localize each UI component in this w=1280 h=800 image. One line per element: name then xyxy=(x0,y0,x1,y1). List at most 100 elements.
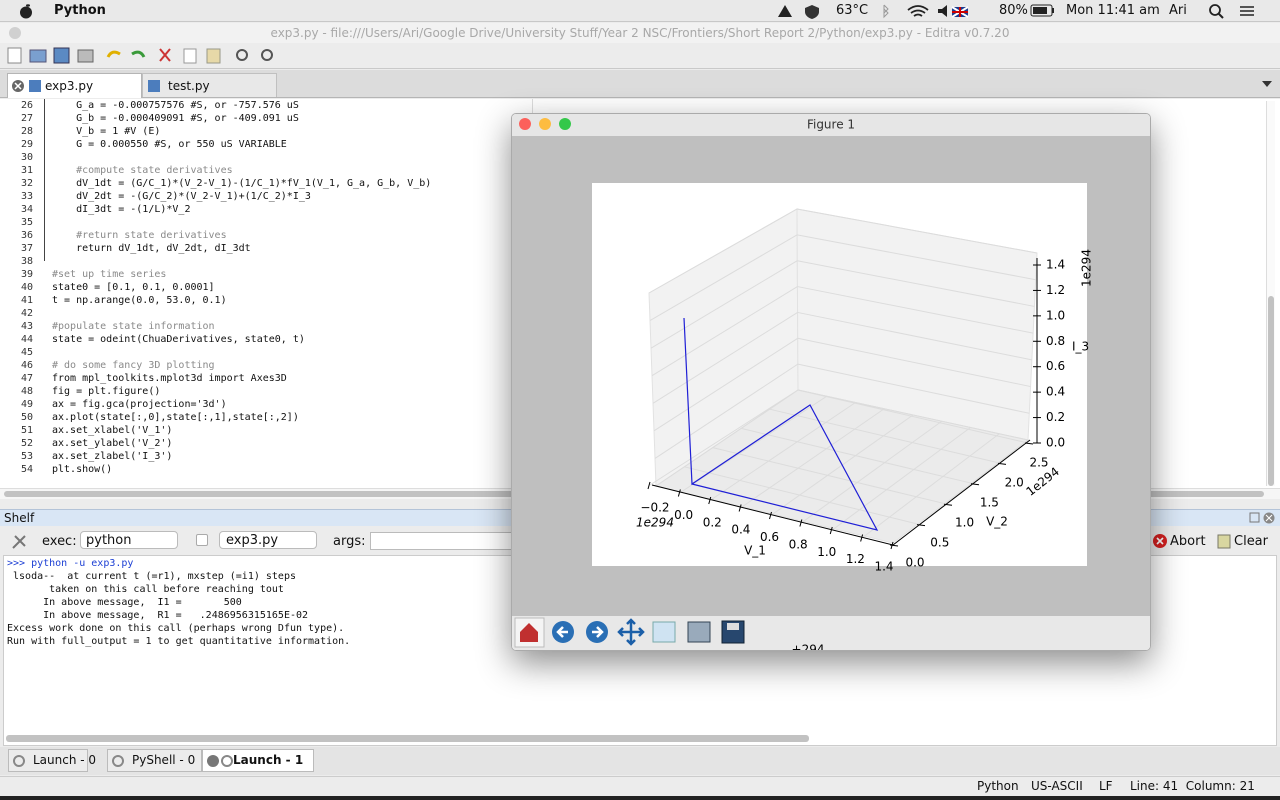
line-number: 39 xyxy=(20,269,33,280)
code-line: t = np.arange(0.0, 53.0, 0.1) xyxy=(52,295,227,306)
x-tick-label: 1.0 xyxy=(817,545,836,559)
y-axis-line xyxy=(892,439,1031,546)
grid-line xyxy=(653,337,798,432)
x-axis-label: V_1 xyxy=(744,544,766,558)
grid-line xyxy=(796,208,1038,254)
tab-icons xyxy=(12,80,41,92)
tab-active[interactable]: exp3.py xyxy=(7,73,142,98)
figure-toolbar-buttons xyxy=(514,617,745,648)
abort-icon xyxy=(1153,534,1167,548)
x-tick xyxy=(799,519,803,527)
close-button[interactable] xyxy=(8,26,22,40)
z-tick-label: 0.2 xyxy=(1046,410,1065,424)
paste-button[interactable] xyxy=(206,48,221,64)
y-tick-label: 2.5 xyxy=(1029,456,1048,470)
y-tick-label: 1.5 xyxy=(980,496,999,510)
shelf-tab-label: PyShell - 0 xyxy=(132,753,196,767)
code-line: return dV_1dt, dV_2dt, dI_3dt xyxy=(52,243,251,254)
shelf-tab[interactable]: PyShell - 0 xyxy=(107,749,202,772)
args-input[interactable] xyxy=(370,532,520,550)
grid-line xyxy=(801,420,943,523)
scrollbar-thumb[interactable] xyxy=(1268,296,1274,486)
cut-button[interactable] xyxy=(159,48,171,62)
settings-icon[interactable] xyxy=(11,532,29,550)
x-tick-label: 0.6 xyxy=(760,530,779,544)
zoom-button[interactable] xyxy=(559,118,571,130)
figure-window[interactable]: Figure 1 V_1 V_2 I_3 1e294 1e294 1e294 +… xyxy=(511,113,1151,651)
clear-icon xyxy=(1217,534,1231,549)
apple-logo[interactable] xyxy=(18,3,34,19)
temperature[interactable]: 63°C xyxy=(836,3,869,18)
z-tick-label: 1.4 xyxy=(1046,258,1065,272)
pan-button[interactable] xyxy=(617,618,645,646)
x-tick xyxy=(769,511,772,520)
line-number: 33 xyxy=(20,191,33,202)
replace-button[interactable] xyxy=(261,49,273,61)
tab-menu[interactable] xyxy=(1262,81,1272,89)
code-line: ax = fig.gca(projection='3d') xyxy=(52,399,227,410)
scrollbar-track xyxy=(1266,101,1275,486)
file-select[interactable]: exp3.py xyxy=(219,531,317,549)
window-title: exp3.py - file:///Users/Ari/Google Drive… xyxy=(270,26,1010,40)
output-line: In above message, I1 = 500 xyxy=(7,597,242,608)
code-line: dV_2dt = -(G/C_2)*(V_2-V_1)+(1/C_2)*I_3 xyxy=(52,191,311,202)
line-number: 30 xyxy=(20,152,33,163)
code-line: #compute state derivatives xyxy=(52,165,233,176)
open-button[interactable] xyxy=(29,49,47,63)
interpreter-select[interactable]: python xyxy=(80,531,178,549)
close-button[interactable] xyxy=(519,118,531,130)
shelf-controls[interactable] xyxy=(1249,512,1279,525)
z-offset: 1e294 xyxy=(1080,249,1094,287)
new-button[interactable] xyxy=(7,47,22,64)
output-line: Run with full_output = 1 to get quantita… xyxy=(7,636,351,647)
grid-line xyxy=(797,389,1029,444)
tab[interactable]: test.py xyxy=(142,73,277,97)
x-tick xyxy=(677,489,681,497)
shelf-tab[interactable]: Launch - 1 xyxy=(202,749,314,772)
line-number: 43 xyxy=(20,321,33,332)
app-name[interactable]: Python xyxy=(54,3,106,18)
grid-line xyxy=(712,447,948,505)
undo-button[interactable] xyxy=(106,50,121,58)
tab-icon xyxy=(207,755,233,767)
line-number: 31 xyxy=(20,165,33,176)
clear-button[interactable]: Clear xyxy=(1216,531,1276,551)
grid-line xyxy=(769,408,1002,464)
code-line: ax.set_zlabel('I_3') xyxy=(52,451,173,462)
tab-icon xyxy=(13,755,25,767)
save-button[interactable] xyxy=(53,47,70,64)
x-tick-label: 1.4 xyxy=(874,560,893,574)
z-axis-label: I_3 xyxy=(1072,340,1089,354)
copy-button[interactable] xyxy=(183,48,197,64)
output-line: lsoda-- at current t (=r1), mxstep (=i1)… xyxy=(7,571,296,582)
subplots-button[interactable] xyxy=(687,621,711,643)
z-tick-label: 1.0 xyxy=(1046,308,1065,322)
clock[interactable]: Mon 11:41 am xyxy=(1066,3,1160,18)
print-button[interactable] xyxy=(77,49,94,63)
y-tick xyxy=(916,524,926,527)
x-tick-label: −0.2 xyxy=(640,501,669,515)
abort-button[interactable]: Abort xyxy=(1152,531,1210,551)
status-item: LF xyxy=(1099,779,1113,793)
find-button[interactable] xyxy=(236,49,248,61)
shelf-tab[interactable]: Launch - 0 xyxy=(8,749,96,772)
redo-button[interactable] xyxy=(131,50,146,58)
shelf-tab-label: Launch - 1 xyxy=(233,753,304,767)
code-line: dI_3dt = -(1/L)*V_2 xyxy=(52,204,191,215)
grid-line xyxy=(862,433,1000,538)
user-name[interactable]: Ari xyxy=(1169,3,1187,18)
battery-level[interactable]: 80% xyxy=(999,3,1028,18)
grid-line xyxy=(655,389,799,487)
checkbox[interactable] xyxy=(196,534,208,546)
line-number: 27 xyxy=(20,113,33,124)
minimize-button[interactable] xyxy=(539,118,551,130)
scrollbar-thumb[interactable] xyxy=(6,735,809,742)
zoom-rect-button[interactable] xyxy=(652,621,676,643)
y-tick xyxy=(1024,442,1034,445)
grid-line xyxy=(797,337,1031,388)
x-tick xyxy=(738,504,742,512)
y-tick-label: 0.5 xyxy=(930,536,949,550)
tab-icon xyxy=(148,80,160,92)
grid-line xyxy=(648,208,798,294)
